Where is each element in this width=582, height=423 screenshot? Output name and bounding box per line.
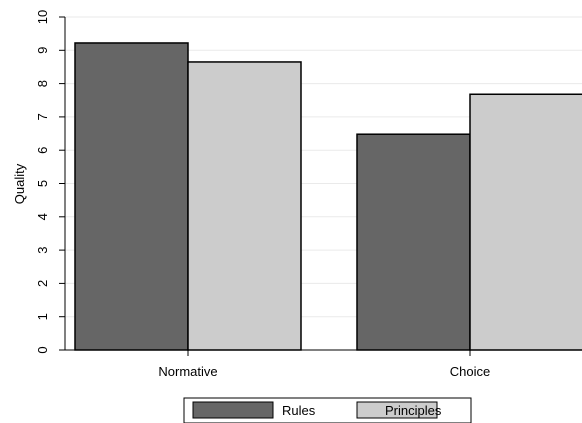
y-tick-label: 5 (35, 180, 50, 187)
y-tick-label: 8 (35, 80, 50, 87)
y-tick-label: 10 (35, 10, 50, 24)
x-tick-label: Choice (450, 364, 490, 379)
y-tick-label: 6 (35, 147, 50, 154)
y-tick-label: 1 (35, 313, 50, 320)
legend-label-principles: Principles (385, 403, 442, 418)
bar-principles-normative (187, 61, 302, 351)
legend-label-rules: Rules (282, 403, 316, 418)
bar-rules-normative (74, 42, 189, 351)
y-axis-title: Quality (12, 163, 27, 204)
y-tick-label: 7 (35, 113, 50, 120)
bar-principles-choice (469, 93, 582, 351)
y-tick-label: 3 (35, 246, 50, 253)
x-tick-label: Normative (158, 364, 217, 379)
axes-layer: Normative Choice 0 1 2 3 4 5 6 7 8 9 10 (35, 10, 582, 379)
bar-rules-choice (356, 133, 471, 351)
bars-layer (74, 42, 582, 351)
y-tick-label: 9 (35, 47, 50, 54)
y-tick-label: 2 (35, 280, 50, 287)
legend: Rules Principles (183, 397, 472, 423)
legend-swatch-rules (192, 401, 274, 419)
y-tick-label: 4 (35, 213, 50, 220)
y-tick-label: 0 (35, 346, 50, 353)
legend-swatch-principles (356, 401, 438, 419)
